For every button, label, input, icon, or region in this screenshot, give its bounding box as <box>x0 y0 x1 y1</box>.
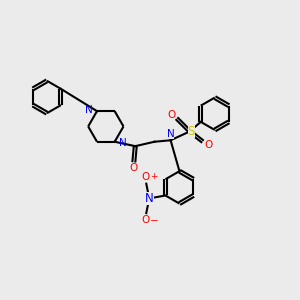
Text: S: S <box>188 125 195 138</box>
Text: O: O <box>167 110 175 120</box>
Text: N: N <box>119 138 127 148</box>
Text: O: O <box>142 214 150 225</box>
Text: N: N <box>145 192 154 205</box>
Text: N: N <box>85 105 93 115</box>
Text: O: O <box>204 140 212 150</box>
Text: −: − <box>150 216 159 226</box>
Text: O: O <box>142 172 150 182</box>
Text: +: + <box>150 172 158 181</box>
Text: O: O <box>130 163 138 173</box>
Text: N: N <box>167 129 175 139</box>
